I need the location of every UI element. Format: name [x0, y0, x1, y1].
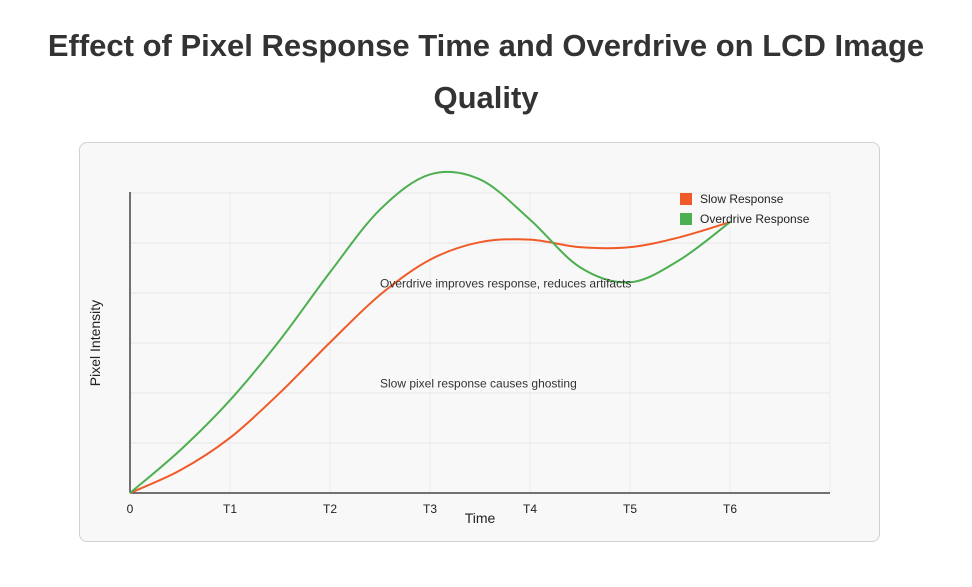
x-tick-label: T2 [323, 502, 337, 516]
annotation-label: Slow pixel response causes ghosting [380, 377, 577, 391]
x-tick-label: 0 [127, 502, 134, 516]
x-tick-labels: 0 T1 T2 T3 T4 T5 T6 [127, 502, 738, 516]
x-axis-title: Time [465, 510, 496, 526]
series-line-overdrive-response [129, 170, 731, 494]
legend: Slow Response Overdrive Response [680, 192, 810, 226]
series-lines [129, 170, 731, 494]
chart-card [79, 142, 880, 542]
series-line-slow-response [129, 221, 731, 494]
x-tick-label: T4 [523, 502, 537, 516]
x-tick-label: T6 [723, 502, 737, 516]
y-axis-title: Pixel Intensity [87, 300, 103, 386]
page-title: Effect of Pixel Response Time and Overdr… [0, 20, 972, 124]
x-tick-label: T5 [623, 502, 637, 516]
legend-swatch [680, 213, 692, 225]
page-title-line-2: Quality [433, 80, 539, 115]
x-tick-label: T1 [223, 502, 237, 516]
annotations: Overdrive improves response, reduces art… [380, 276, 631, 390]
page-title-line-1: Effect of Pixel Response Time and Overdr… [47, 28, 925, 63]
legend-swatch [680, 193, 692, 205]
annotation-label: Overdrive improves response, reduces art… [380, 276, 631, 290]
x-tick-label: T3 [423, 502, 437, 516]
legend-label: Slow Response [700, 192, 784, 206]
legend-label: Overdrive Response [700, 212, 810, 226]
grid-lines [130, 192, 831, 493]
axes [129, 192, 830, 494]
